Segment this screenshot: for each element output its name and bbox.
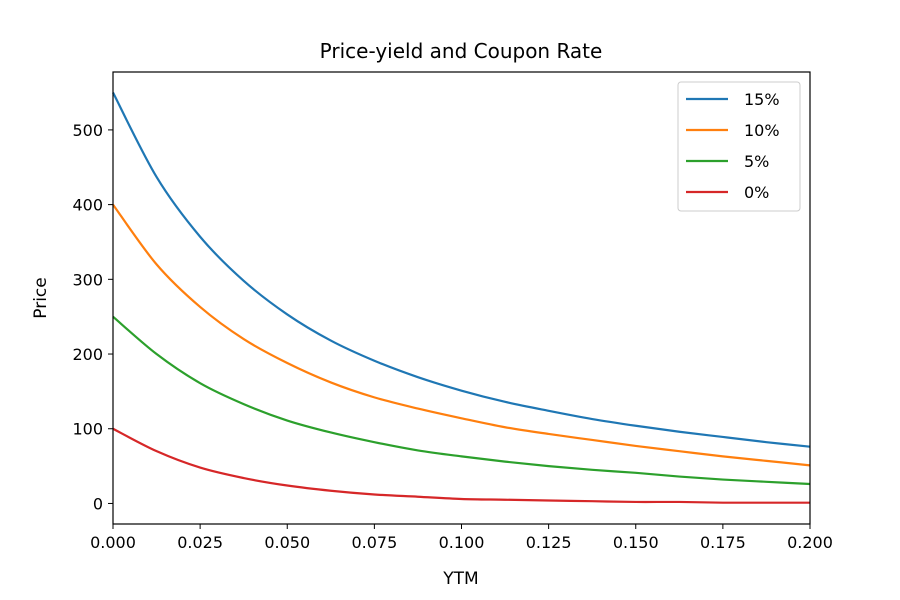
x-tick-label: 0.075 [351, 533, 397, 552]
series-line-5pct [112, 315, 811, 486]
x-tick-label: 0.150 [613, 533, 659, 552]
y-tick-label: 300 [72, 270, 103, 289]
legend-label: 15% [744, 90, 780, 109]
series-line-15pct [112, 92, 811, 448]
y-tick-label: 400 [72, 196, 103, 215]
x-axis-title: YTM [442, 569, 478, 589]
y-tick-label: 0 [93, 494, 103, 513]
x-tick-label: 0.000 [90, 533, 136, 552]
series-line-10pct [112, 203, 811, 467]
legend-label: 10% [744, 121, 780, 140]
y-tick-label: 200 [72, 345, 103, 364]
y-tick-label: 500 [72, 121, 103, 140]
legend-label: 5% [744, 152, 769, 171]
legend-label: 0% [744, 183, 769, 202]
y-tick-label: 100 [72, 420, 103, 439]
x-tick-label: 0.200 [787, 533, 833, 552]
x-tick-label: 0.175 [700, 533, 746, 552]
x-axis: 0.000 0.025 0.050 0.075 0.100 0.125 0.150 0.175… [90, 524, 833, 552]
series-line-0pct [112, 427, 810, 504]
y-axis-title: Price [31, 277, 51, 318]
y-axis: 0 100 200 300 400 500 [72, 121, 113, 513]
legend-box [677, 81, 801, 212]
x-tick-label: 0.100 [439, 533, 485, 552]
legend: 15% 10% 5% 0% [677, 81, 801, 212]
x-tick-label: 0.025 [177, 533, 223, 552]
series-group [112, 92, 811, 504]
x-tick-label: 0.125 [526, 533, 572, 552]
chart-title: Price-yield and Coupon Rate [320, 39, 603, 63]
x-tick-label: 0.050 [264, 533, 310, 552]
plot-frame [112, 71, 811, 525]
